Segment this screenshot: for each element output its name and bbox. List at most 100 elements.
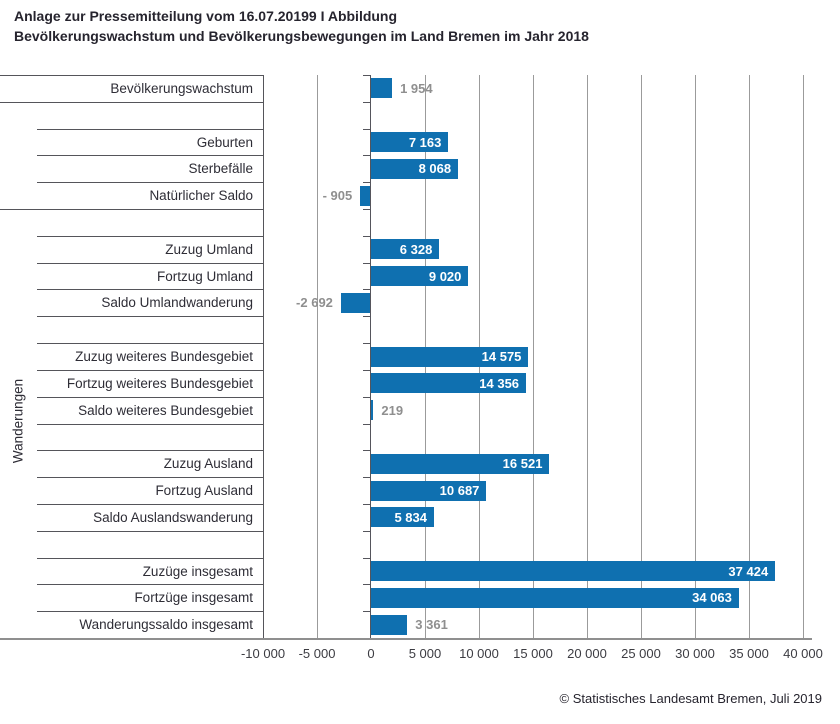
gridline	[587, 75, 588, 638]
bar	[371, 400, 374, 421]
category-label: Fortzug weiteres Bundesgebiet	[66, 375, 253, 391]
bar-value-label: 7 163	[408, 134, 442, 150]
category-label: Fortzüge insgesamt	[134, 590, 253, 606]
bar	[371, 507, 434, 528]
x-tick-label: 25 000	[621, 646, 661, 661]
axis-tick	[363, 316, 370, 318]
row-separator	[37, 262, 263, 264]
row-separator	[37, 289, 263, 291]
category-label: Geburten	[196, 134, 253, 150]
bar-value-label: 3 361	[415, 617, 448, 633]
bar-value-label: -2 692	[296, 295, 333, 311]
bar-value-label: 16 521	[502, 456, 543, 472]
row-separator	[37, 423, 263, 425]
x-tick-label: 20 000	[567, 646, 607, 661]
x-tick-label: 10 000	[459, 646, 499, 661]
category-label: Zuzüge insgesamt	[142, 563, 253, 579]
bar	[371, 239, 440, 260]
category-label: Saldo weiteres Bundesgebiet	[78, 402, 253, 418]
category-label: Bevölkerungswachstum	[110, 81, 253, 96]
gridline	[317, 75, 318, 638]
axis-tick	[363, 503, 370, 505]
bar-value-label: 9 020	[428, 268, 462, 284]
x-tick-label: -5 000	[298, 646, 336, 661]
axis-tick	[363, 182, 370, 184]
bar-value-label: 5 834	[394, 509, 427, 525]
bar-value-label: 10 687	[439, 483, 480, 499]
axis-tick	[363, 289, 370, 291]
gridline	[641, 75, 642, 638]
bar	[371, 453, 550, 474]
category-label: Saldo Auslandswanderung	[93, 509, 253, 525]
axis-tick	[363, 584, 370, 586]
axis-tick	[363, 557, 370, 559]
gridline	[695, 75, 696, 638]
row-separator	[37, 503, 263, 505]
row-separator	[37, 450, 263, 452]
bar-value-label: 14 575	[481, 349, 522, 365]
bar	[371, 346, 529, 367]
axis-tick	[363, 75, 370, 76]
gridline	[533, 75, 534, 638]
value-axis-zero-line	[370, 75, 371, 638]
row-separator	[0, 75, 263, 76]
bar	[371, 266, 469, 287]
label-column-border	[263, 75, 264, 638]
axis-tick	[363, 209, 370, 211]
category-label: Wanderungssaldo insgesamt	[79, 617, 253, 633]
category-label: Sterbefälle	[188, 161, 253, 177]
axis-tick	[363, 343, 370, 345]
x-tick-label: 40 000	[783, 646, 823, 661]
axis-tick	[363, 450, 370, 452]
axis-tick	[363, 155, 370, 157]
row-separator	[37, 369, 263, 371]
category-label: Natürlicher Saldo	[149, 188, 253, 204]
bar	[371, 560, 776, 581]
gridline	[749, 75, 750, 638]
row-separator	[37, 611, 263, 613]
axis-tick	[363, 611, 370, 613]
axis-tick	[363, 530, 370, 532]
row-separator	[37, 316, 263, 318]
bar	[371, 587, 739, 608]
bar	[371, 78, 393, 99]
row-separator	[37, 235, 263, 237]
category-label: Fortzug Umland	[156, 268, 253, 284]
bar-value-label: 37 424	[728, 563, 769, 579]
x-tick-label: 0	[367, 646, 375, 661]
row-separator	[37, 128, 263, 130]
bar-value-label: 6 328	[399, 241, 433, 257]
x-axis-line	[0, 638, 812, 640]
title-line-2: Bevölkerungswachstum und Bevölkerungsbew…	[14, 28, 589, 44]
axis-tick	[363, 369, 370, 371]
row-separator	[0, 209, 263, 211]
x-tick-label: -10 000	[240, 646, 286, 661]
category-label: Fortzug Ausland	[155, 483, 253, 499]
bar	[340, 292, 370, 313]
bar	[371, 480, 487, 501]
category-label: Saldo Umlandwanderung	[101, 295, 253, 311]
x-tick-label: 35 000	[729, 646, 769, 661]
axis-tick	[363, 396, 370, 398]
row-separator	[37, 557, 263, 559]
axis-tick	[363, 128, 370, 130]
row-separator	[37, 396, 263, 398]
axis-tick	[363, 262, 370, 264]
axis-tick	[363, 423, 370, 425]
bar-value-label: 219	[381, 402, 404, 418]
axis-tick	[363, 101, 370, 103]
row-separator	[37, 182, 263, 184]
row-separator	[37, 343, 263, 345]
category-label: Zuzug weiteres Bundesgebiet	[75, 349, 253, 365]
bar	[360, 185, 370, 206]
bar	[371, 373, 527, 394]
x-tick-label: 15 000	[513, 646, 553, 661]
axis-tick	[363, 477, 370, 479]
row-separator	[0, 101, 263, 103]
row-separator	[37, 530, 263, 532]
bar-value-label: 14 356	[479, 375, 520, 391]
gridline	[803, 75, 804, 638]
title-line-1: Anlage zur Pressemitteilung vom 16.07.20…	[14, 8, 398, 24]
category-label: Zuzug Umland	[165, 241, 253, 257]
